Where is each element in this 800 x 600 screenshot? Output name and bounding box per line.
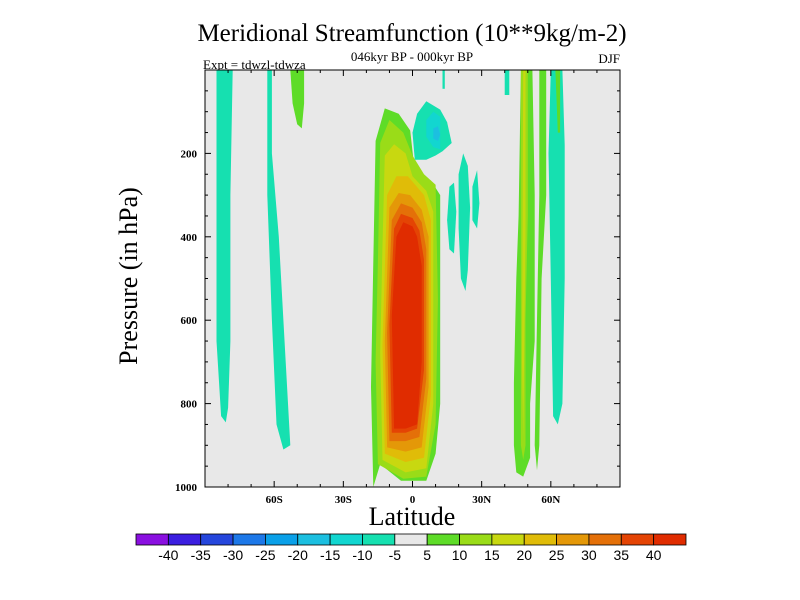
colorbar-label: 40 [646, 547, 662, 563]
contour-region [216, 70, 233, 423]
colorbar-label: -35 [191, 547, 211, 563]
chart-title: Meridional Streamfunction (10**9kg/m-2) [197, 20, 626, 47]
colorbar-label: 35 [614, 547, 630, 563]
contour-region [548, 70, 565, 425]
chart-subtitle: 046kyr BP - 000kyr BP [351, 49, 473, 64]
contour-region [447, 182, 457, 254]
colorbar-label: 25 [549, 547, 565, 563]
colorbar-swatch [265, 533, 299, 546]
colorbar-swatch [491, 533, 525, 546]
y-tick-label: 200 [181, 148, 198, 160]
colorbar-swatch [588, 533, 622, 546]
colorbar-label: -30 [223, 547, 243, 563]
x-tick-label: 60S [266, 494, 283, 506]
x-tick-label: 30N [472, 494, 491, 506]
colorbar-swatch [362, 533, 396, 546]
colorbar-swatch [426, 533, 460, 546]
colorbar-label: -40 [158, 547, 178, 563]
y-tick-label: 1000 [175, 482, 198, 494]
colorbar-label: 5 [423, 547, 431, 563]
x-tick-label: 60N [541, 494, 560, 506]
colorbar-label: -20 [288, 547, 308, 563]
x-tick-label: 0 [410, 494, 416, 506]
colorbar-label: 20 [516, 547, 532, 563]
x-axis-label: Latitude [369, 502, 456, 531]
colorbar-swatch [459, 533, 493, 546]
contour-region [534, 70, 547, 471]
contour-region [267, 70, 291, 450]
contour-region [442, 70, 445, 89]
colorbar-swatch [135, 533, 169, 546]
colorbar-swatch [167, 533, 202, 546]
y-tick-label: 800 [181, 399, 198, 411]
contour-region [555, 70, 561, 133]
colorbar-swatch [556, 533, 590, 546]
axes: 60S 30S 0 30N 60N 200 400 600 800 1000 [175, 69, 621, 506]
colorbar-swatch [394, 533, 428, 546]
contour-region [522, 70, 526, 437]
experiment-label: Expt = tdwzl-tdwza [203, 57, 306, 72]
colorbar-label: -15 [320, 547, 340, 563]
colorbar-swatch [232, 533, 266, 546]
contour-region [391, 222, 422, 429]
colorbar-label: -10 [352, 547, 372, 563]
contour-region [504, 70, 510, 95]
colorbar-label: -5 [389, 547, 402, 563]
colorbar-swatch [653, 533, 687, 546]
y-tick-label: 600 [181, 315, 198, 327]
y-axis-label: Pressure (in hPa) [114, 187, 143, 365]
colorbar-swatch [297, 533, 331, 546]
contour-region [290, 70, 305, 129]
colorbar-label: 10 [452, 547, 468, 563]
colorbar-label: 15 [484, 547, 500, 563]
colorbar-swatch [329, 533, 363, 546]
colorbar: -40 -35 -30 -25 -20 -15 -10 -5 5 10 15 20 25 30 35 40 [135, 533, 687, 563]
season-label: DJF [598, 51, 620, 66]
colorbar-swatch [620, 533, 655, 546]
contour-region [472, 170, 480, 229]
contour-region [433, 126, 441, 141]
colorbar-swatch [200, 533, 234, 546]
colorbar-label: -25 [255, 547, 275, 563]
y-tick-label: 400 [181, 232, 198, 244]
contour-region [458, 153, 471, 291]
colorbar-swatch [523, 533, 557, 546]
plot-area [205, 70, 620, 488]
colorbar-label: 30 [581, 547, 597, 563]
x-tick-label: 30S [335, 494, 352, 506]
